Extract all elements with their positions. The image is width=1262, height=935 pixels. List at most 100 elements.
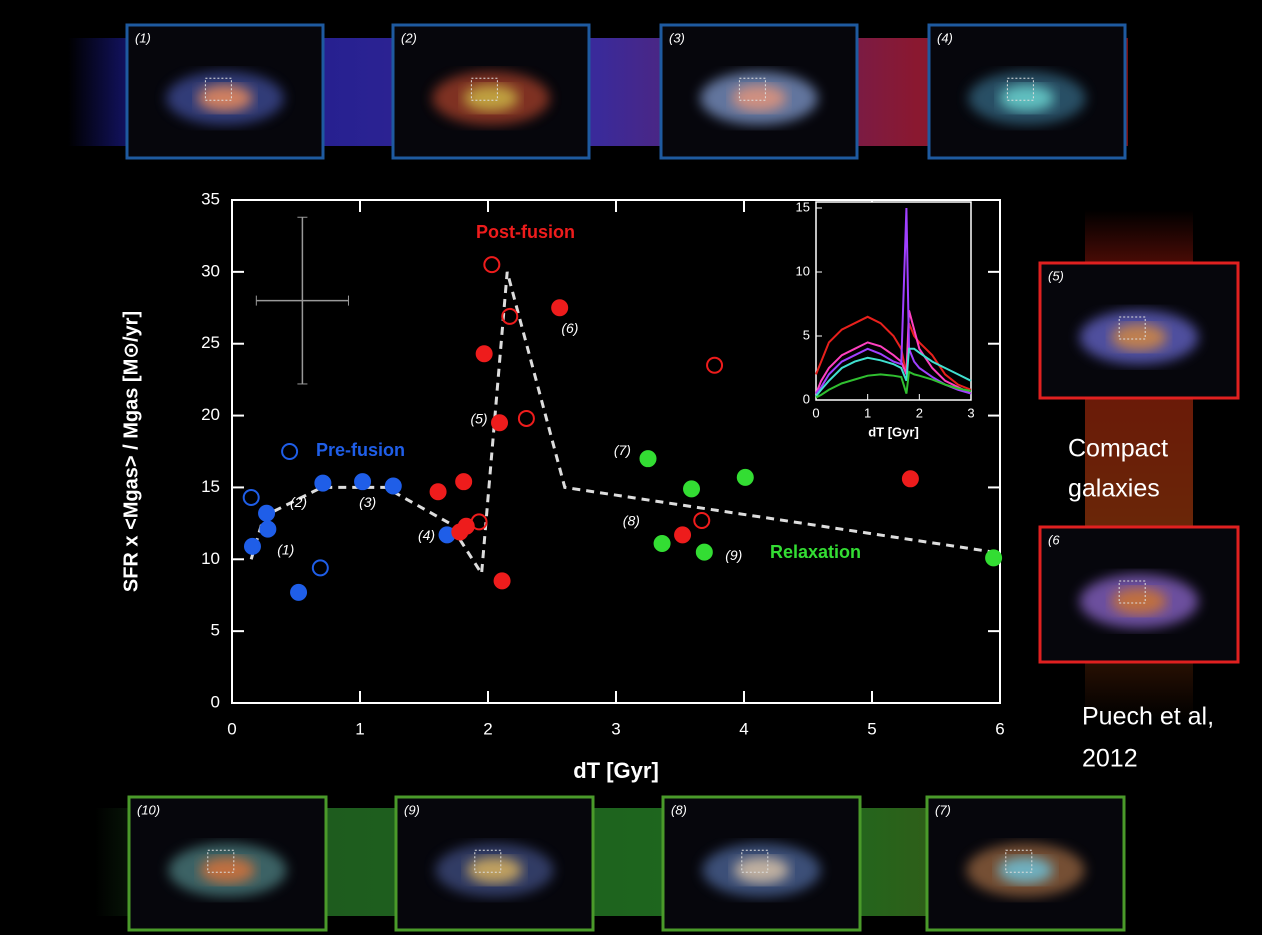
- galaxy-core: [997, 856, 1054, 884]
- data-point: [281, 443, 299, 460]
- x-tick-label: 0: [227, 719, 236, 738]
- x-tick-label: 2: [483, 719, 492, 738]
- y-tick-label: 30: [201, 261, 220, 280]
- data-point: [384, 477, 402, 495]
- point-annotation: (1): [277, 541, 294, 557]
- panel-label: (9): [404, 802, 420, 817]
- x-tick-label: 2: [916, 405, 923, 420]
- point-annotation: (2): [290, 494, 307, 510]
- panel-label: (6: [1048, 532, 1060, 547]
- data-point: [706, 356, 724, 374]
- galaxy-core: [999, 84, 1055, 112]
- aperture: [741, 849, 769, 873]
- data-point: [985, 549, 1003, 567]
- data-point: [501, 307, 519, 325]
- y-tick-label: 10: [796, 263, 810, 278]
- point-annotation: (4): [418, 527, 435, 543]
- galaxy-core: [463, 84, 519, 112]
- data-point: [314, 474, 332, 492]
- series-label: Relaxation: [770, 542, 861, 562]
- data-point: [259, 520, 277, 538]
- x-tick-label: 1: [355, 719, 364, 738]
- side-text: Compact: [1068, 435, 1168, 463]
- point-annotation: (8): [623, 513, 640, 529]
- data-point: [491, 414, 509, 432]
- y-tick-label: 0: [211, 692, 220, 711]
- galaxy-core: [466, 856, 523, 884]
- aperture: [204, 77, 232, 101]
- panel-label: (8): [671, 802, 687, 817]
- y-tick-label: 0: [803, 391, 810, 406]
- point-annotation: (3): [359, 494, 376, 510]
- data-point: [683, 480, 701, 498]
- y-axis-label: SFR x <Mgas> / Mgas [M⊙/yr]: [120, 311, 142, 592]
- y-tick-label: 25: [201, 333, 220, 352]
- galaxy-core: [1111, 323, 1167, 351]
- citation: 2012: [1082, 745, 1138, 773]
- data-point: [470, 513, 488, 531]
- series-label: Post-fusion: [476, 222, 575, 242]
- data-point: [311, 559, 329, 577]
- panel-label: (4): [937, 30, 953, 45]
- trend-line: [249, 271, 994, 579]
- panel-label: (7): [935, 802, 951, 817]
- aperture: [470, 77, 498, 101]
- point-annotation: (5): [470, 411, 487, 427]
- panel-label: (10): [137, 802, 160, 817]
- y-tick-label: 5: [803, 327, 810, 342]
- galaxy-core: [199, 856, 256, 884]
- data-point: [693, 511, 711, 529]
- data-point: [483, 256, 501, 274]
- point-annotation: (6): [561, 320, 578, 336]
- panel-label: (3): [669, 30, 685, 45]
- galaxy-core: [197, 84, 253, 112]
- y-tick-label: 20: [201, 405, 220, 424]
- data-point: [493, 572, 511, 590]
- aperture: [738, 77, 766, 101]
- point-annotation: (9): [725, 547, 742, 563]
- galaxy-core: [733, 856, 790, 884]
- data-point: [455, 473, 473, 491]
- x-axis-label: dT [Gyr]: [573, 758, 659, 783]
- galaxy-image: [125, 23, 325, 160]
- x-tick-label: 4: [739, 719, 748, 738]
- x-tick-label: 1: [864, 405, 871, 420]
- y-tick-label: 15: [796, 199, 810, 214]
- galaxy-core: [731, 84, 787, 112]
- data-point: [290, 583, 308, 601]
- data-point: [243, 537, 261, 555]
- data-point: [258, 504, 276, 522]
- citation: Puech et al,: [1082, 703, 1214, 731]
- inset-line: [815, 207, 972, 395]
- galaxy-core: [1111, 587, 1167, 615]
- panel-label: (1): [135, 30, 151, 45]
- y-tick-label: 5: [211, 621, 220, 640]
- x-axis-label: dT [Gyr]: [868, 424, 919, 439]
- data-point: [475, 345, 493, 363]
- series-label: Pre-fusion: [316, 440, 405, 460]
- data-point: [736, 468, 754, 486]
- panel-label: (5): [1048, 268, 1064, 283]
- y-tick-label: 15: [201, 477, 220, 496]
- inset-line: [815, 347, 972, 397]
- aperture: [1118, 580, 1146, 604]
- aperture: [474, 849, 502, 873]
- data-point: [354, 473, 372, 491]
- data-point: [429, 483, 447, 501]
- data-point: [653, 534, 671, 552]
- x-tick-label: 5: [867, 719, 876, 738]
- aperture: [207, 849, 235, 873]
- x-tick-label: 0: [812, 405, 819, 420]
- y-tick-label: 35: [201, 189, 220, 208]
- data-point: [551, 299, 569, 317]
- x-tick-label: 3: [611, 719, 620, 738]
- y-tick-label: 10: [201, 549, 220, 568]
- data-point: [517, 409, 535, 427]
- x-tick-label: 6: [995, 719, 1004, 738]
- point-annotation: (7): [614, 442, 631, 458]
- aperture: [1006, 77, 1034, 101]
- aperture: [1118, 316, 1146, 340]
- data-point: [901, 470, 919, 488]
- panel-label: (2): [401, 30, 417, 45]
